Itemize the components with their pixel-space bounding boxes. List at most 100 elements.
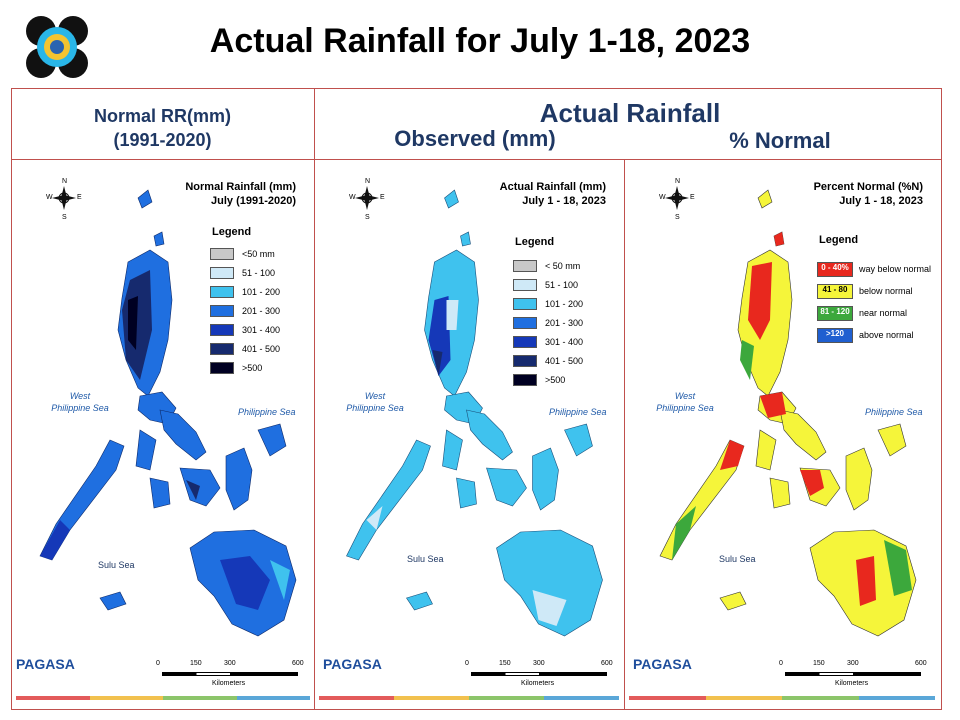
legend-swatch — [210, 266, 234, 279]
legend-normal: <50 mm 51 - 100 101 - 200 201 - 300 301 - 40… — [210, 244, 280, 377]
legend-label: 401 - 500 — [545, 355, 584, 366]
panel-observed: Actual Rainfall (mm) July 1 - 18, 2023 N… — [315, 160, 624, 710]
scale-tick-label: 0 — [156, 660, 160, 667]
legend-item: 81 - 120 near normal — [817, 302, 931, 324]
footer-color-bar — [629, 696, 935, 700]
color-bar-segment — [544, 696, 619, 700]
scale-unit-label: Kilometers — [521, 680, 555, 687]
legend-swatch: 0 - 40% — [817, 261, 853, 277]
divider-left — [314, 88, 315, 710]
scale-tick-label: 150 — [499, 660, 511, 667]
color-bar-segment — [469, 696, 544, 700]
legend-title: Legend — [212, 226, 252, 238]
legend-observed: < 50 mm 51 - 100 101 - 200 201 - 300 301 - 4… — [513, 256, 583, 389]
legend-label: < 50 mm — [545, 260, 581, 271]
legend-label: 201 - 300 — [545, 317, 584, 328]
footer-color-bar — [319, 696, 619, 700]
legend-title: Legend — [819, 234, 859, 246]
pagasa-brand: PAGASA — [323, 656, 382, 672]
color-bar-segment — [163, 696, 237, 700]
footer-color-bar — [16, 696, 310, 700]
legend-swatch — [210, 247, 234, 260]
percent-header: % Normal — [729, 128, 831, 153]
scale-bar-graphic — [162, 672, 298, 676]
legend-swatch — [513, 335, 537, 348]
legend-swatch — [513, 316, 537, 329]
legend-label: near normal — [859, 308, 908, 318]
legend-label: 51 - 100 — [242, 267, 276, 278]
scale-tick-label: 0 — [779, 660, 783, 667]
legend-item: < 50 mm — [513, 256, 583, 275]
panel-percent-title: Percent Normal (%N) — [813, 181, 923, 193]
label-philippine-sea: Philippine Sea — [865, 407, 923, 417]
scale-unit-label: Kilometers — [835, 680, 869, 687]
legend-item: <50 mm — [210, 244, 280, 263]
label-sulu-sea: Sulu Sea — [407, 554, 444, 564]
legend-label: 301 - 400 — [242, 324, 281, 335]
legend-label: below normal — [859, 286, 913, 296]
observed-header: Observed (mm) — [394, 126, 556, 151]
pagasa-logo — [26, 16, 88, 78]
scale-tick-label: 300 — [533, 660, 545, 667]
normal-period: (1991-2020) — [113, 130, 212, 150]
compass-rose-icon: N S W E — [46, 178, 82, 221]
legend-item: 201 - 300 — [210, 301, 280, 320]
legend-swatch — [513, 373, 537, 386]
label-sulu-sea: Sulu Sea — [719, 554, 756, 564]
map-observed — [346, 189, 603, 637]
label-west-philippine-sea: West Philippine Sea — [51, 391, 109, 413]
color-bar-segment — [705, 696, 782, 700]
divider-header — [11, 159, 942, 160]
scale-tick-label: 600 — [915, 660, 927, 667]
panel-normal-subtitle: July (1991-2020) — [211, 195, 296, 207]
scale-unit-label: Kilometers — [212, 680, 246, 687]
scale-bar-graphic — [785, 672, 921, 676]
legend-label: 101 - 200 — [242, 286, 281, 297]
legend-swatch — [210, 342, 234, 355]
scale-tick-label: 300 — [224, 660, 236, 667]
legend-item: 41 - 80 below normal — [817, 280, 931, 302]
color-bar-segment — [319, 696, 394, 700]
legend-label: above normal — [859, 330, 914, 340]
legend-item: 401 - 500 — [513, 351, 583, 370]
legend-item: >120 above normal — [817, 324, 931, 346]
legend-swatch: 81 - 120 — [817, 305, 853, 321]
scale-bar-graphic — [471, 672, 607, 676]
legend-swatch — [513, 297, 537, 310]
scale-tick-label: 150 — [813, 660, 825, 667]
content-frame — [11, 88, 942, 710]
legend-item: 51 - 100 — [513, 275, 583, 294]
scale-tick-label: 0 — [465, 660, 469, 667]
compass-rose-icon: N S W E — [349, 178, 385, 221]
legend-swatch: >120 — [817, 327, 853, 343]
legend-item: 0 - 40% way below normal — [817, 258, 931, 280]
legend-percent: 0 - 40% way below normal 41 - 80 below norm… — [817, 258, 931, 346]
legend-label: 301 - 400 — [545, 336, 584, 347]
panel-normal-title: Normal Rainfall (mm) — [185, 181, 296, 193]
legend-swatch — [210, 285, 234, 298]
legend-swatch — [513, 259, 537, 272]
legend-swatch — [210, 323, 234, 336]
normal-header: Normal RR(mm) — [93, 106, 231, 126]
pagasa-brand: PAGASA — [16, 656, 75, 672]
map-normal — [39, 189, 297, 637]
legend-label: >500 — [242, 362, 263, 373]
color-bar-segment — [89, 696, 163, 700]
legend-label: 101 - 200 — [545, 298, 584, 309]
color-bar-segment — [394, 696, 469, 700]
legend-swatch — [210, 304, 234, 317]
legend-label: 51 - 100 — [545, 279, 579, 290]
legend-item: 301 - 400 — [513, 332, 583, 351]
color-bar-segment — [782, 696, 859, 700]
page-title: Actual Rainfall for July 1-18, 2023 — [209, 22, 751, 60]
legend-swatch: 41 - 80 — [817, 283, 853, 299]
legend-item: 101 - 200 — [513, 294, 583, 313]
legend-swatch — [210, 361, 234, 374]
label-philippine-sea: Philippine Sea — [549, 407, 607, 417]
legend-item: 101 - 200 — [210, 282, 280, 301]
panel-normal: Normal Rainfall (mm) July (1991-2020) N … — [12, 160, 314, 710]
legend-label: 201 - 300 — [242, 305, 281, 316]
legend-item: >500 — [210, 358, 280, 377]
map-percent — [659, 189, 917, 637]
legend-title: Legend — [515, 236, 555, 248]
